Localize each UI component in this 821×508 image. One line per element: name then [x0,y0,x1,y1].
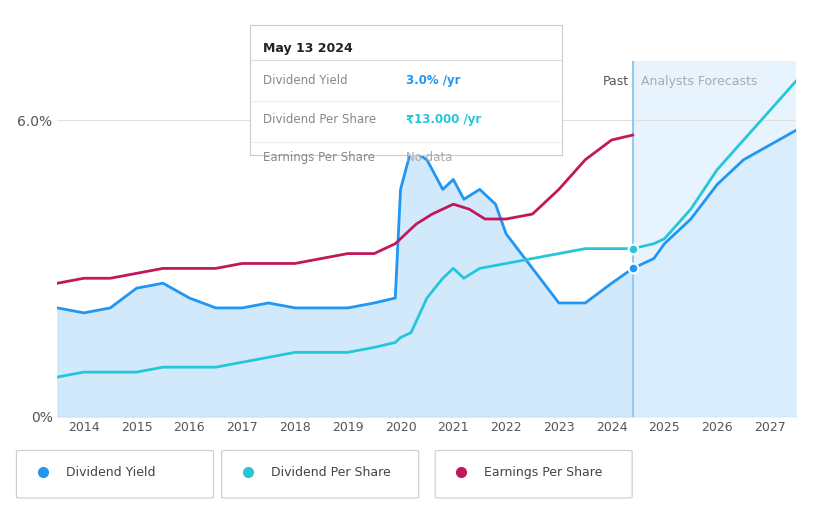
Text: Earnings Per Share: Earnings Per Share [484,466,603,479]
Text: 3.0% /yr: 3.0% /yr [406,74,461,87]
FancyBboxPatch shape [222,451,419,498]
Text: Dividend Yield: Dividend Yield [263,74,347,87]
Text: May 13 2024: May 13 2024 [263,42,353,55]
Text: Past: Past [603,75,629,88]
FancyBboxPatch shape [435,451,632,498]
Text: ₹13.000 /yr: ₹13.000 /yr [406,113,482,126]
Text: Dividend Per Share: Dividend Per Share [263,113,376,126]
Text: No data: No data [406,151,452,164]
Text: Analysts Forecasts: Analysts Forecasts [640,75,757,88]
Text: Dividend Per Share: Dividend Per Share [271,466,391,479]
FancyBboxPatch shape [16,451,213,498]
Bar [633,61,796,417]
Text: Dividend Yield: Dividend Yield [66,466,155,479]
Text: Earnings Per Share: Earnings Per Share [263,151,374,164]
